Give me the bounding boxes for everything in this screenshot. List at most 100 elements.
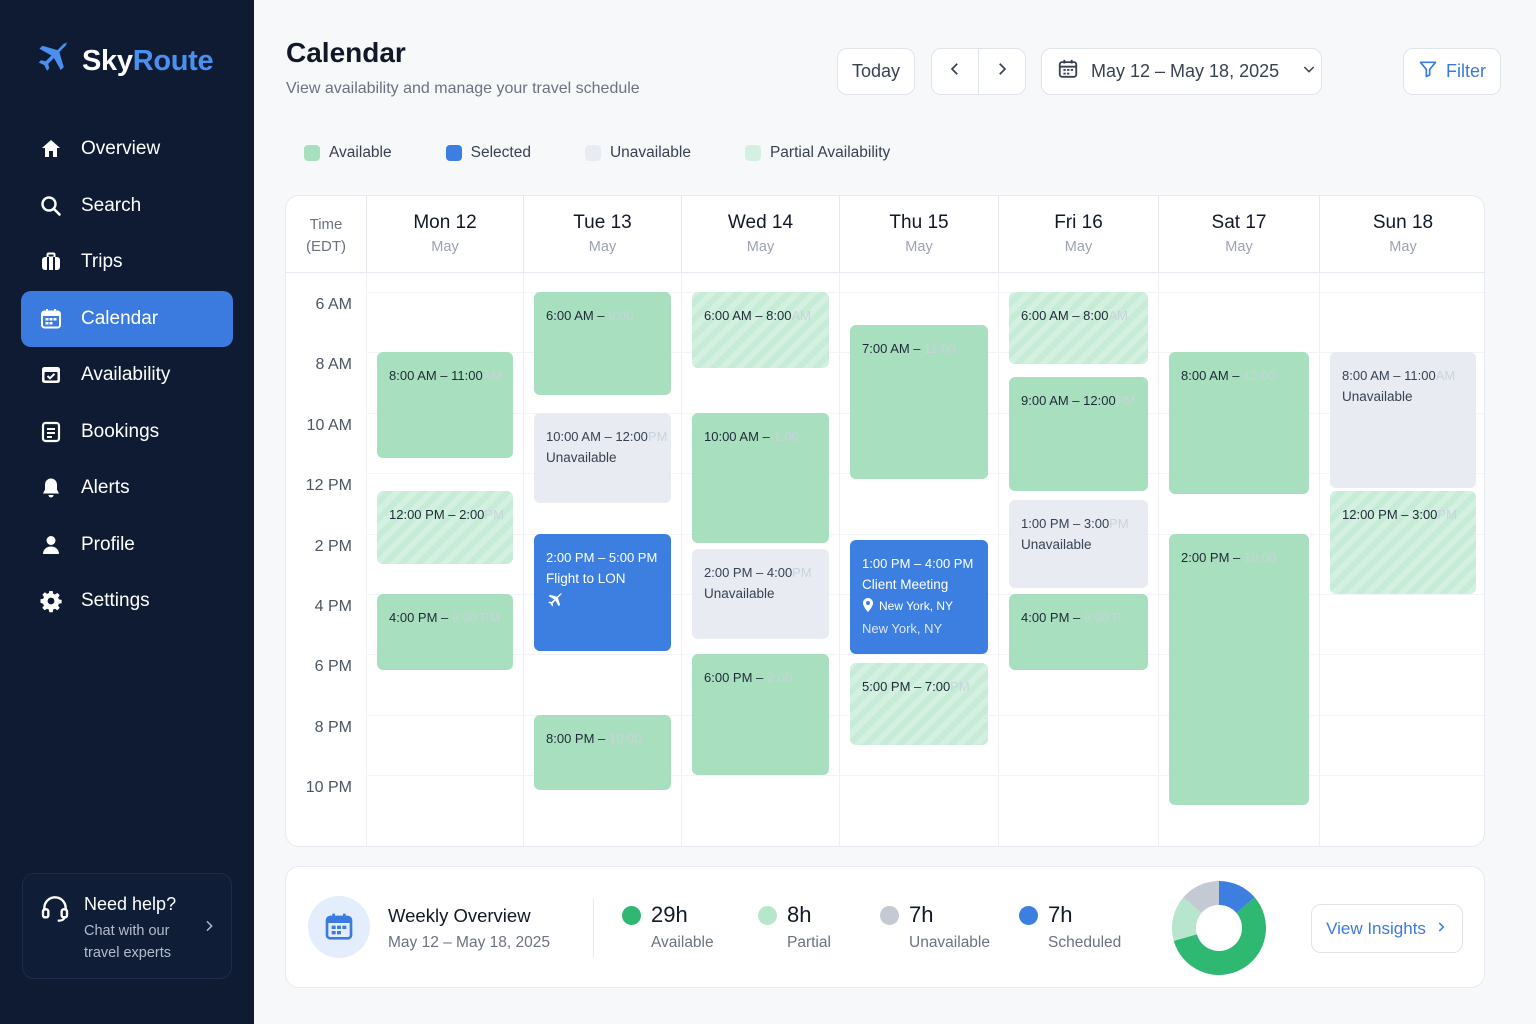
- event-title: Flight to LON: [546, 570, 626, 586]
- event-time: 1:00 PM – 4:00 PM: [862, 555, 974, 571]
- stat-scheduled: 7h Scheduled: [1019, 902, 1121, 952]
- event-available[interactable]: 10:00 AM – 1:00: [692, 412, 829, 543]
- event-time: 12:00 PM – 2:00PM: [389, 507, 504, 523]
- time-label: 6 PM: [314, 658, 352, 676]
- event-selected[interactable]: 2:00 PM – 5:00 PM Flight to LON: [534, 533, 671, 652]
- today-button[interactable]: Today: [837, 48, 915, 95]
- date-range-picker[interactable]: May 12 – May 18, 2025: [1041, 48, 1322, 95]
- plane-logo-icon: [34, 40, 72, 83]
- column-divider: [1319, 273, 1320, 846]
- calendar-icon: [308, 896, 370, 958]
- event-available[interactable]: 9:00 AM – 12:00PM: [1009, 376, 1148, 492]
- day-header[interactable]: Wed 14 May: [681, 196, 839, 273]
- legend-item-partial: Partial Availability: [744, 144, 891, 162]
- time-label: 6 AM: [315, 296, 352, 313]
- hour-gridline: [366, 654, 1484, 656]
- sidebar-item-label: Settings: [81, 590, 150, 611]
- sidebar-item-availability[interactable]: Availability: [21, 347, 233, 403]
- event-time: 8:00 AM – 11:00AM: [389, 368, 503, 384]
- day-header[interactable]: Sun 18 May: [1319, 196, 1484, 273]
- sidebar-item-label: Profile: [81, 533, 135, 555]
- sidebar-item-search[interactable]: Search: [21, 178, 233, 234]
- legend-label: Partial Availability: [769, 144, 891, 161]
- donut-slice-unavailable: [1183, 881, 1220, 914]
- overview-title: Weekly Overview: [388, 905, 531, 926]
- event-unavailable[interactable]: 2:00 PM – 4:00PM Unavailable: [692, 548, 829, 640]
- event-location: New York, NY: [862, 597, 976, 615]
- filter-button[interactable]: Filter: [1403, 48, 1501, 95]
- sidebar-item-label: Overview: [81, 138, 161, 159]
- event-unavailable[interactable]: 10:00 AM – 12:00PM Unavailable: [534, 412, 671, 504]
- event-available[interactable]: 8:00 AM – 12:00: [1169, 352, 1309, 495]
- divider: [593, 899, 594, 957]
- weekly-overview: Weekly Overview May 12 – May 18, 2025 29…: [285, 866, 1485, 988]
- event-unavailable[interactable]: 8:00 AM – 11:00AM Unavailable: [1330, 352, 1476, 489]
- event-title: Client Meeting: [862, 576, 949, 592]
- day-header[interactable]: Sat 17 May: [1158, 196, 1319, 273]
- event-partial[interactable]: 6:00 AM – 8:00AM: [692, 292, 829, 368]
- event-partial[interactable]: 12:00 PM – 2:00PM: [377, 491, 513, 564]
- view-insights-button[interactable]: View Insights: [1311, 904, 1463, 953]
- column-divider: [1158, 273, 1159, 846]
- event-selected[interactable]: 1:00 PM – 4:00 PM Client Meeting New York,…: [850, 539, 988, 655]
- event-available[interactable]: 2:00 PM – 10:00: [1169, 533, 1309, 806]
- event-time: 7:00 AM – 11:00: [862, 341, 956, 357]
- sidebar-item-trips[interactable]: Trips: [21, 234, 233, 290]
- stat-value: 29h: [651, 902, 688, 927]
- day-header[interactable]: Fri 16 May: [998, 196, 1158, 273]
- legend-item-available: Available: [304, 144, 392, 162]
- legend-item-selected: Selected: [445, 144, 531, 162]
- help-subtitle: Chat with our travel experts: [84, 923, 172, 961]
- time-column-header: Time (EDT): [286, 196, 366, 273]
- column-divider: [523, 273, 524, 846]
- time-label: 8 AM: [315, 356, 352, 374]
- event-title: Unavailable: [704, 585, 775, 601]
- document-icon: [38, 419, 64, 445]
- legend-label: Unavailable: [609, 144, 691, 161]
- week-calendar: Time (EDT) Mon 12 May Tue 13 May Wed 14 May Th…: [285, 195, 1485, 847]
- event-partial[interactable]: 12:00 PM – 3:00PM: [1330, 491, 1476, 594]
- time-label: 10 PM: [305, 779, 352, 797]
- event-time: 4:00 PM – 6:00 PM: [389, 610, 501, 625]
- prev-week-button[interactable]: [932, 49, 978, 94]
- next-week-button[interactable]: [978, 49, 1025, 94]
- help-card[interactable]: Need help? Chat with our travel experts: [22, 873, 232, 979]
- page-title: Calendar: [286, 37, 406, 68]
- event-available[interactable]: 6:00 PM – 2:00: [692, 654, 829, 776]
- logo[interactable]: SkyRoute: [34, 40, 214, 83]
- event-available[interactable]: 4:00 PM – 6:00 P: [1009, 594, 1148, 670]
- sidebar-item-settings[interactable]: Settings: [21, 573, 233, 629]
- day-name: Wed 14: [727, 212, 794, 233]
- column-divider: [366, 273, 367, 846]
- legend-swatch: [445, 145, 462, 161]
- sidebar-item-profile[interactable]: Profile: [21, 517, 233, 573]
- chevron-left-icon: [946, 60, 964, 83]
- status-dot: [758, 905, 777, 925]
- event-partial[interactable]: 5:00 PM – 7:00PM: [850, 663, 988, 745]
- event-time: 1:00 PM – 3:00PM: [1021, 516, 1129, 532]
- event-time: 6:00 AM – 8:00AM: [1021, 308, 1128, 323]
- hour-gridline: [366, 533, 1484, 535]
- event-available[interactable]: 4:00 PM – 6:00 PM: [377, 594, 513, 670]
- search-icon: [38, 193, 64, 219]
- event-available[interactable]: 8:00 PM – 10:00: [534, 714, 671, 791]
- event-available[interactable]: 8:00 AM – 11:00AM: [377, 352, 513, 459]
- event-available[interactable]: 7:00 AM – 11:00: [850, 325, 988, 480]
- event-unavailable[interactable]: 1:00 PM – 3:00PM Unavailable: [1009, 500, 1148, 588]
- sidebar-item-overview[interactable]: Overview: [21, 121, 233, 177]
- day-header[interactable]: Thu 15 May: [839, 196, 998, 273]
- sidebar-item-label: Search: [81, 194, 142, 216]
- event-time: 8:00 AM – 12:00: [1181, 368, 1276, 384]
- event-time: 12:00 PM – 3:00PM: [1342, 507, 1457, 523]
- event-available[interactable]: 6:00 AM – 9:00: [534, 292, 671, 395]
- legend-swatch: [304, 145, 320, 161]
- event-partial[interactable]: 6:00 AM – 8:00AM: [1009, 292, 1148, 365]
- sidebar-item-calendar[interactable]: Calendar: [21, 290, 233, 347]
- hour-gridline: [366, 292, 1484, 293]
- sidebar-item-alerts[interactable]: Alerts: [21, 460, 233, 516]
- sidebar-item-bookings[interactable]: Bookings: [21, 404, 233, 460]
- legend: Available Selected Unavailable Partial A…: [304, 144, 944, 162]
- hour-gridline: [366, 775, 1484, 777]
- day-header[interactable]: Tue 13 May: [523, 196, 681, 273]
- day-header[interactable]: Mon 12 May: [366, 196, 523, 273]
